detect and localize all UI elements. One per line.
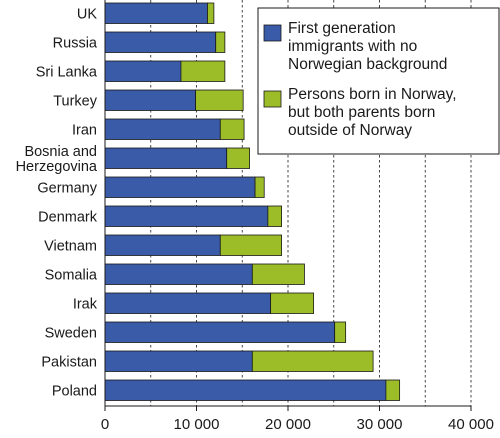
bar-born-in-norway bbox=[195, 89, 244, 111]
bar-born-in-norway bbox=[385, 379, 401, 401]
bar-first-generation bbox=[104, 234, 221, 256]
category-label: UK bbox=[77, 6, 97, 22]
category-label: Vietnam bbox=[44, 238, 97, 254]
category-label: Irak bbox=[73, 296, 98, 312]
bar-born-in-norway bbox=[226, 147, 250, 169]
bar-born-in-norway bbox=[251, 350, 374, 372]
category-labels: UK Russia Sri Lanka Turkey Iran Bosnia and Her… bbox=[16, 6, 98, 399]
bar-first-generation bbox=[104, 263, 253, 285]
category-label: Sweden bbox=[45, 325, 97, 341]
bar-first-generation bbox=[104, 89, 196, 111]
bar-first-generation bbox=[104, 118, 221, 140]
category-label: Somalia bbox=[45, 267, 98, 283]
legend-swatch bbox=[263, 24, 282, 42]
legend-swatch bbox=[263, 90, 282, 108]
axes bbox=[104, 0, 472, 411]
x-tick-label: 0 bbox=[101, 416, 109, 433]
category-label: Denmark bbox=[38, 209, 98, 225]
x-tick-labels: 0 10 000 20 000 30 000 40 000 bbox=[101, 416, 494, 433]
bar-born-in-norway bbox=[180, 60, 226, 82]
bar-first-generation bbox=[104, 176, 256, 198]
bar-first-generation bbox=[104, 147, 228, 169]
category-label: Germany bbox=[37, 180, 97, 196]
category-label: Turkey bbox=[53, 93, 98, 109]
x-tick-label: 20 000 bbox=[265, 416, 311, 433]
bar-first-generation bbox=[104, 292, 272, 314]
bar-born-in-norway bbox=[219, 118, 245, 140]
category-label: Iran bbox=[72, 122, 97, 138]
bar-first-generation bbox=[104, 205, 269, 227]
bars bbox=[104, 2, 401, 401]
bar-born-in-norway bbox=[334, 321, 347, 343]
legend: First generation immigrants with no Norweg… bbox=[257, 7, 500, 155]
bar-first-generation bbox=[104, 379, 387, 401]
x-tick-label: 10 000 bbox=[174, 416, 220, 433]
category-label: Pakistan bbox=[41, 354, 97, 370]
legend-entry-label: First generation immigrants with no Norweg… bbox=[288, 20, 447, 73]
legend-entry-label: Persons born in Norway, but both parents … bbox=[288, 86, 457, 139]
category-label: Bosnia and Herzegovina bbox=[16, 144, 98, 175]
bar-born-in-norway bbox=[270, 292, 315, 314]
bar-first-generation bbox=[104, 31, 217, 53]
bar-born-in-norway bbox=[267, 205, 282, 227]
bar-first-generation bbox=[104, 60, 182, 82]
bar-born-in-norway bbox=[215, 31, 226, 53]
bar-first-generation bbox=[104, 321, 336, 343]
x-tick-label: 30 000 bbox=[357, 416, 403, 433]
bar-born-in-norway bbox=[251, 263, 305, 285]
bar-born-in-norway bbox=[254, 176, 265, 198]
category-label: Poland bbox=[52, 383, 97, 399]
bar-first-generation bbox=[104, 2, 208, 24]
category-label: Sri Lanka bbox=[36, 64, 98, 80]
bar-first-generation bbox=[104, 350, 253, 372]
legend-box bbox=[257, 7, 500, 155]
x-tick-label: 40 000 bbox=[448, 416, 494, 433]
bar-born-in-norway bbox=[219, 234, 282, 256]
category-label: Russia bbox=[53, 35, 98, 51]
bar-born-in-norway bbox=[207, 2, 215, 24]
